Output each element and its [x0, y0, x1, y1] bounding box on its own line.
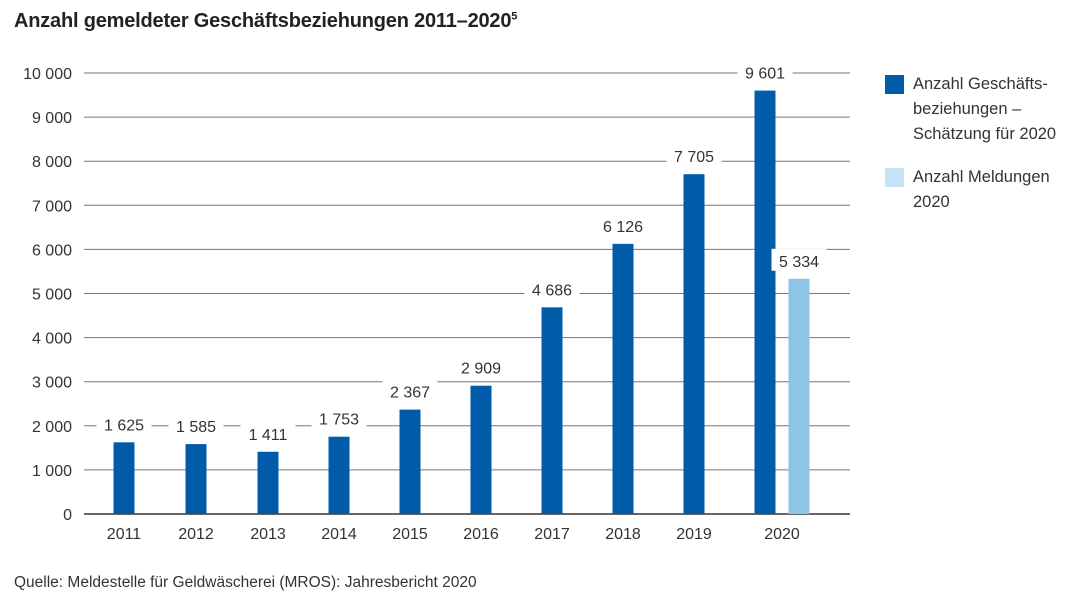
legend-item-reports: Anzahl Meldungen 2020 [885, 165, 1085, 215]
legend-item-estimate: Anzahl Geschäfts- beziehungen – Schätzun… [885, 72, 1085, 147]
data-label-bg [168, 414, 224, 437]
legend-label-line: 2020 [913, 193, 950, 211]
bar [185, 444, 207, 514]
bar [328, 436, 350, 514]
data-label: 1 625 [104, 417, 144, 434]
data-label-bg [524, 277, 580, 300]
data-label-bg [595, 213, 651, 236]
x-tick-label: 2019 [676, 526, 712, 543]
y-tick-label: 7 000 [32, 198, 72, 215]
chart-title: Anzahl gemeldeter Geschäftsbeziehungen 2… [14, 10, 517, 33]
bar [257, 451, 279, 514]
data-label: 4 686 [532, 282, 572, 299]
data-label: 2 909 [461, 361, 501, 378]
bar [683, 174, 705, 514]
title-footnote: 5 [511, 10, 518, 23]
data-label: 1 411 [249, 427, 288, 444]
y-tick-label: 6 000 [32, 242, 72, 259]
legend-label-line: beziehungen – [913, 100, 1022, 118]
bar [113, 442, 135, 514]
x-tick-label: 2013 [250, 526, 286, 543]
legend-label-line: Anzahl Geschäfts- [913, 75, 1048, 93]
x-tick-label: 2014 [321, 526, 357, 543]
data-label-bg [771, 248, 827, 271]
source-note: Quelle: Meldestelle für Geldwäscherei (M… [14, 574, 477, 591]
x-tick-label: 2015 [392, 526, 428, 543]
x-tick-label: 2012 [178, 526, 214, 543]
data-label: 6 126 [603, 219, 643, 236]
x-tick-label: 2018 [605, 526, 641, 543]
bar [541, 307, 563, 514]
legend-label-line: Anzahl Meldungen [913, 168, 1050, 186]
data-label: 5 334 [779, 254, 819, 271]
x-tick-label: 2011 [107, 526, 142, 543]
data-label-bg [737, 60, 793, 83]
bar [399, 409, 421, 514]
bar [788, 278, 810, 514]
data-label: 1 753 [319, 412, 359, 429]
x-tick-label: 2017 [534, 526, 570, 543]
data-label-bg [96, 412, 152, 435]
data-label: 2 367 [390, 385, 430, 402]
y-tick-label: 1 000 [32, 463, 72, 480]
data-label: 7 705 [674, 149, 714, 166]
y-tick-label: 8 000 [32, 154, 72, 171]
data-label-bg [666, 144, 722, 167]
data-label-bg [240, 421, 296, 444]
y-tick-label: 2 000 [32, 419, 72, 436]
data-label: 1 585 [176, 419, 216, 436]
legend-swatch-dark [885, 75, 904, 94]
y-tick-label: 10 000 [23, 66, 72, 83]
bar-chart: 0 1 000 2 000 3 000 4 000 5 000 6 000 7 000 8 00… [23, 60, 850, 543]
y-tick-label: 5 000 [32, 287, 72, 304]
y-tick-label: 4 000 [32, 331, 72, 348]
data-label-bg [311, 406, 367, 429]
data-label-bg [453, 355, 509, 378]
data-label-bg [382, 379, 438, 402]
title-text: Anzahl gemeldeter Geschäftsbeziehungen 2… [14, 10, 512, 32]
legend-swatch-light [885, 168, 904, 187]
x-tick-label: 2020 [764, 526, 800, 543]
legend-label-line: Schätzung für 2020 [913, 125, 1057, 143]
bar [754, 90, 776, 515]
y-tick-label: 0 [63, 507, 72, 524]
bar [470, 385, 492, 514]
y-tick-label: 9 000 [32, 110, 72, 127]
bar [612, 243, 634, 515]
y-tick-label: 3 000 [32, 375, 72, 392]
data-label: 9 601 [745, 66, 785, 83]
x-tick-label: 2016 [463, 526, 499, 543]
